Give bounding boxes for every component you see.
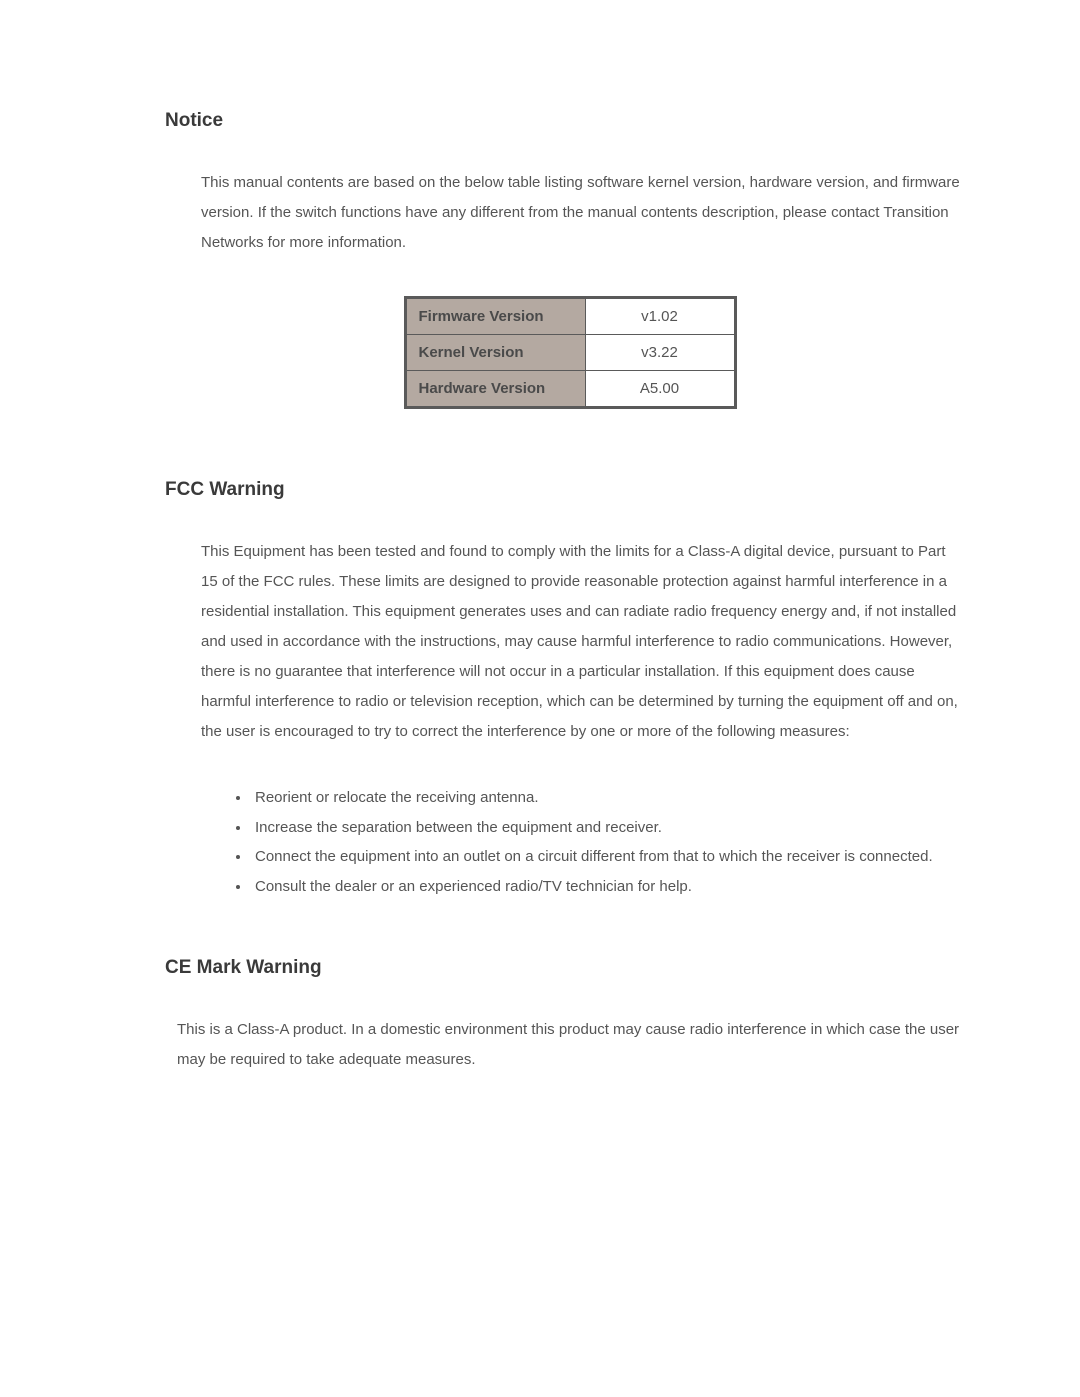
ce-section: CE Mark Warning This is a Class-A produc…	[165, 957, 975, 1075]
fcc-body-text: This Equipment has been tested and found…	[201, 537, 965, 747]
fcc-measures-list: Reorient or relocate the receiving anten…	[251, 785, 955, 899]
firmware-version-value: v1.02	[585, 298, 735, 335]
list-item: Consult the dealer or an experienced rad…	[251, 874, 955, 900]
notice-heading: Notice	[165, 110, 975, 132]
fcc-heading: FCC Warning	[165, 479, 975, 501]
list-item: Reorient or relocate the receiving anten…	[251, 785, 955, 811]
fcc-section: FCC Warning This Equipment has been test…	[165, 479, 975, 899]
hardware-version-value: A5.00	[585, 371, 735, 408]
firmware-version-label: Firmware Version	[405, 298, 585, 335]
list-item: Increase the separation between the equi…	[251, 815, 955, 841]
notice-body-text: This manual contents are based on the be…	[201, 168, 965, 258]
ce-heading: CE Mark Warning	[165, 957, 975, 979]
hardware-version-label: Hardware Version	[405, 371, 585, 408]
kernel-version-value: v3.22	[585, 335, 735, 371]
ce-body-text: This is a Class-A product. In a domestic…	[177, 1015, 965, 1075]
list-item: Connect the equipment into an outlet on …	[251, 844, 955, 870]
kernel-version-label: Kernel Version	[405, 335, 585, 371]
version-table: Firmware Version v1.02 Kernel Version v3…	[404, 296, 737, 409]
table-row: Kernel Version v3.22	[405, 335, 735, 371]
notice-section: Notice This manual contents are based on…	[165, 110, 975, 409]
table-row: Firmware Version v1.02	[405, 298, 735, 335]
table-row: Hardware Version A5.00	[405, 371, 735, 408]
